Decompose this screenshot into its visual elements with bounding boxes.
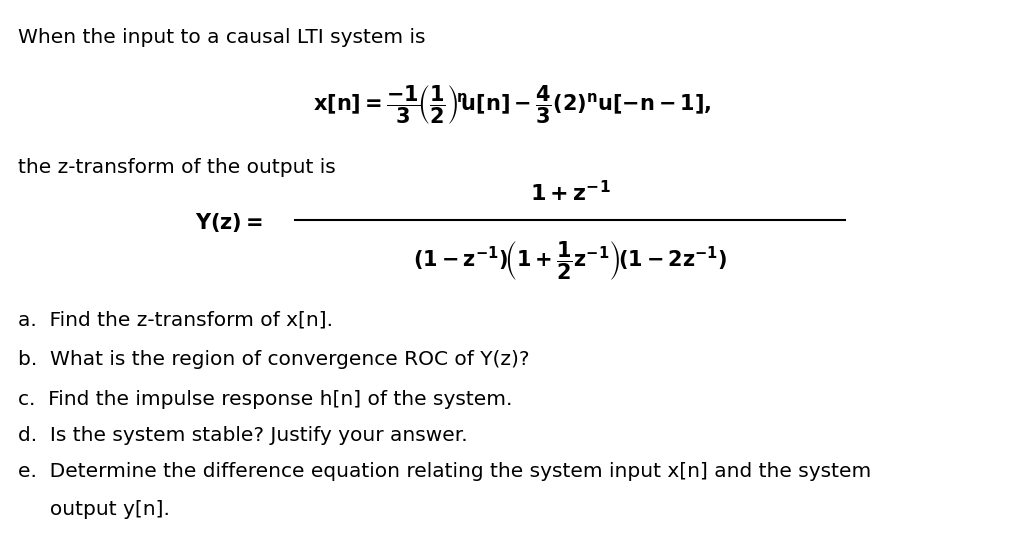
Text: e.  Determine the difference equation relating the system input x[n] and the sys: e. Determine the difference equation rel… (18, 462, 871, 481)
Text: c.  Find the impulse response h[n] of the system.: c. Find the impulse response h[n] of the… (18, 390, 512, 409)
Text: $\mathbf{1 + z^{-1}}$: $\mathbf{1 + z^{-1}}$ (529, 180, 610, 205)
Text: b.  What is the region of convergence ROC of Y(z)?: b. What is the region of convergence ROC… (18, 350, 529, 369)
Text: output y[n].: output y[n]. (18, 500, 170, 519)
Text: d.  Is the system stable? Justify your answer.: d. Is the system stable? Justify your an… (18, 426, 468, 445)
Text: $\mathbf{x[n] = \dfrac{-1}{3}\!\left(\dfrac{1}{2}\right)^{\!n}\!\! u[n] - \dfrac: $\mathbf{x[n] = \dfrac{-1}{3}\!\left(\df… (312, 83, 712, 126)
Text: $\mathbf{Y(z) =}$: $\mathbf{Y(z) =}$ (195, 211, 263, 234)
Text: $\mathbf{(1 - z^{-1})\!\left(1 + \dfrac{1}{2}z^{-1}\right)\!(1 - 2z^{-1})}$: $\mathbf{(1 - z^{-1})\!\left(1 + \dfrac{… (413, 238, 727, 281)
Text: the z-transform of the output is: the z-transform of the output is (18, 158, 336, 177)
Text: a.  Find the z-transform of x[n].: a. Find the z-transform of x[n]. (18, 310, 333, 329)
Text: When the input to a causal LTI system is: When the input to a causal LTI system is (18, 28, 426, 47)
